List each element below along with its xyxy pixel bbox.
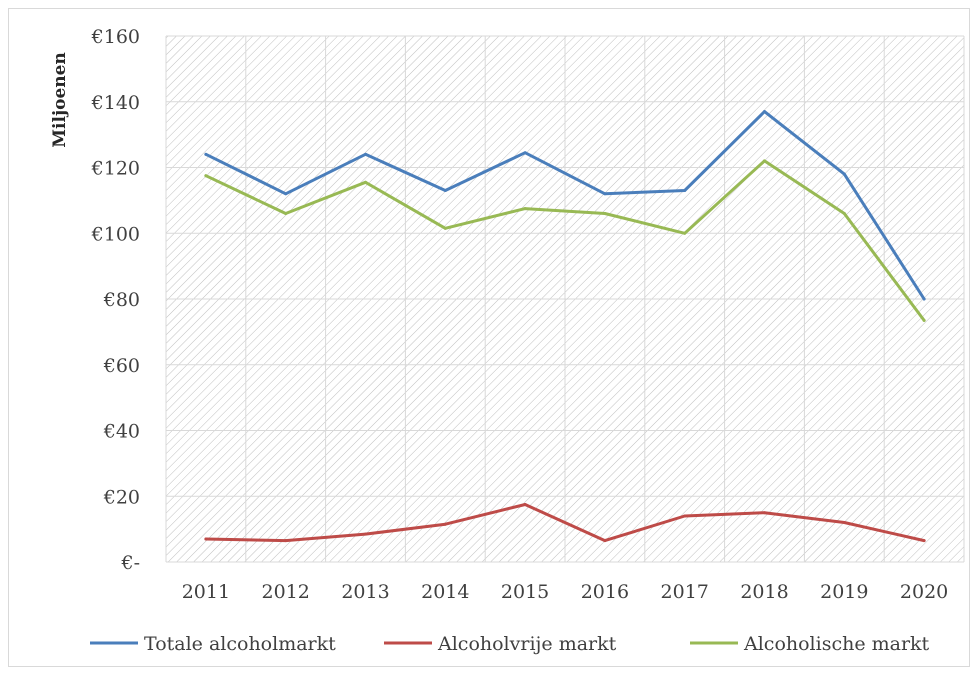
data-point bbox=[922, 297, 926, 301]
data-point bbox=[842, 172, 846, 176]
data-point bbox=[922, 318, 926, 322]
data-point bbox=[364, 152, 367, 156]
series-line-alcoholische-markt bbox=[204, 159, 926, 322]
x-tick-label: 2013 bbox=[341, 581, 389, 603]
x-tick-label: 2019 bbox=[820, 581, 868, 603]
legend-entry-label: Alcoholvrije markt bbox=[437, 633, 617, 655]
y-axis-label: Miljoenen bbox=[50, 52, 70, 148]
x-tick-label: 2014 bbox=[421, 581, 469, 603]
x-tick-label: 2017 bbox=[661, 581, 709, 603]
series-line-totale-alcoholmarkt bbox=[204, 110, 926, 301]
data-point bbox=[284, 539, 288, 543]
x-tick-label: 2012 bbox=[262, 581, 310, 603]
y-tick-label: €40 bbox=[103, 421, 140, 443]
legend-entry-label: Totale alcoholmarkt bbox=[144, 633, 336, 655]
data-point bbox=[523, 151, 527, 155]
data-point bbox=[603, 212, 607, 216]
x-tick-label: 2011 bbox=[182, 581, 230, 603]
y-tick-label: €20 bbox=[103, 486, 140, 508]
x-tick-label: 2016 bbox=[581, 581, 629, 603]
data-point bbox=[683, 514, 687, 518]
y-tick-label: €100 bbox=[91, 223, 140, 245]
data-point bbox=[523, 207, 527, 211]
data-point bbox=[204, 537, 208, 541]
data-point bbox=[204, 174, 208, 178]
data-point bbox=[284, 212, 288, 216]
data-point bbox=[284, 192, 288, 196]
data-point bbox=[842, 212, 846, 216]
series-line-alcoholvrije-markt bbox=[204, 503, 926, 543]
y-tick-label: €- bbox=[120, 552, 140, 574]
y-tick-label: €140 bbox=[91, 92, 140, 114]
y-tick-label: €80 bbox=[103, 289, 140, 311]
gridlines bbox=[165, 35, 965, 563]
data-point bbox=[763, 110, 766, 114]
data-point bbox=[364, 532, 367, 536]
data-point bbox=[443, 226, 447, 230]
data-point bbox=[443, 522, 447, 526]
series-lines bbox=[204, 110, 926, 543]
data-point bbox=[204, 152, 208, 156]
data-point bbox=[763, 159, 766, 163]
y-axis-ticks: €- €20 €40 €60 €80 €100 €120 €140 €160 bbox=[91, 26, 140, 574]
data-point bbox=[603, 192, 607, 196]
data-point bbox=[683, 189, 687, 193]
data-point bbox=[523, 502, 527, 506]
data-point bbox=[763, 511, 766, 515]
y-tick-label: €60 bbox=[103, 355, 140, 377]
legend: Totale alcoholmarkt Alcoholvrije markt Alc… bbox=[90, 633, 930, 655]
x-tick-label: 2018 bbox=[740, 581, 788, 603]
y-tick-label: €120 bbox=[91, 158, 140, 180]
data-point bbox=[443, 189, 447, 193]
data-point bbox=[683, 231, 687, 235]
x-tick-label: 2020 bbox=[900, 581, 948, 603]
x-axis-ticks: 2011 2012 2013 2014 2015 2016 2017 2018 2019 2020 bbox=[182, 581, 949, 603]
data-point bbox=[603, 539, 607, 543]
data-point bbox=[364, 180, 367, 184]
x-tick-label: 2015 bbox=[501, 581, 549, 603]
y-tick-label: €160 bbox=[91, 26, 140, 48]
data-point bbox=[842, 521, 846, 525]
data-point bbox=[922, 539, 926, 543]
legend-entry-label: Alcoholische markt bbox=[743, 633, 930, 655]
